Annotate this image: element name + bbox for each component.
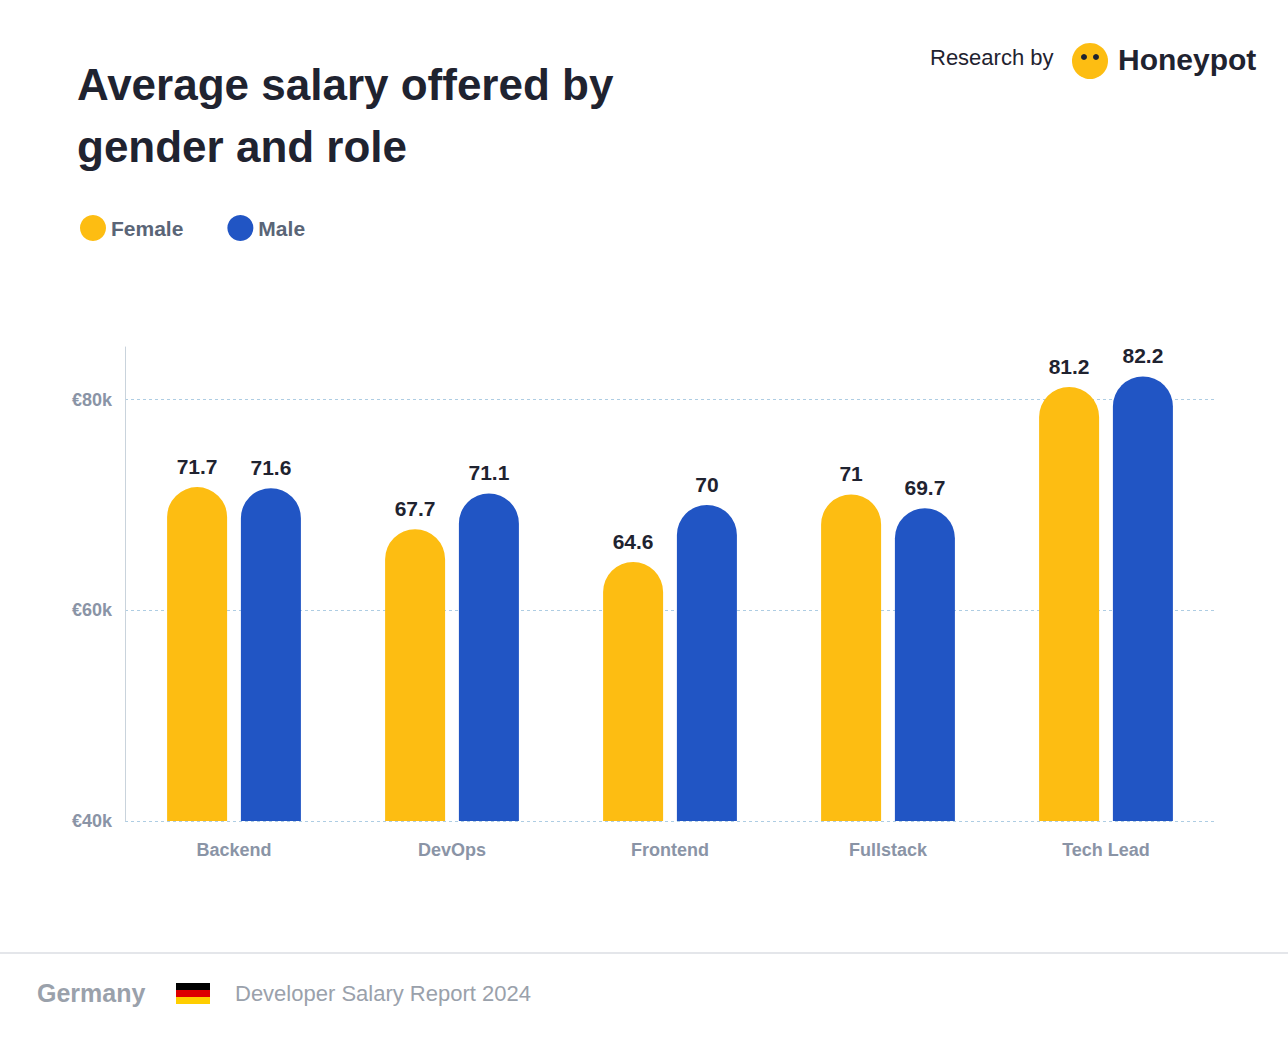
- svg-text:Backend: Backend: [196, 840, 271, 860]
- svg-text:gender and role: gender and role: [77, 122, 407, 171]
- svg-text:82.2: 82.2: [1122, 344, 1163, 367]
- svg-text:Research by: Research by: [930, 45, 1054, 70]
- svg-text:81.2: 81.2: [1049, 355, 1090, 378]
- svg-text:69.7: 69.7: [904, 476, 945, 499]
- svg-text:Male: Male: [258, 217, 305, 240]
- svg-text:64.6: 64.6: [613, 530, 654, 553]
- svg-text:71.7: 71.7: [177, 455, 218, 478]
- svg-text:€60k: €60k: [72, 600, 113, 620]
- svg-text:Female: Female: [111, 217, 183, 240]
- svg-text:Tech Lead: Tech Lead: [1062, 840, 1150, 860]
- svg-text:€80k: €80k: [72, 390, 113, 410]
- svg-text:67.7: 67.7: [395, 497, 436, 520]
- svg-text:DevOps: DevOps: [418, 840, 486, 860]
- svg-text:Germany: Germany: [37, 979, 145, 1007]
- svg-text:Developer Salary Report 2024: Developer Salary Report 2024: [235, 981, 531, 1006]
- svg-text:Honeypot: Honeypot: [1118, 43, 1256, 76]
- svg-text:Frontend: Frontend: [631, 840, 709, 860]
- svg-text:71.1: 71.1: [468, 461, 509, 484]
- svg-text:Average salary offered by: Average salary offered by: [77, 60, 626, 109]
- svg-text:71.6: 71.6: [250, 456, 291, 479]
- svg-text:Fullstack: Fullstack: [849, 840, 928, 860]
- svg-text:€40k: €40k: [72, 811, 113, 831]
- svg-text:71: 71: [839, 462, 863, 485]
- svg-text:70: 70: [695, 473, 718, 496]
